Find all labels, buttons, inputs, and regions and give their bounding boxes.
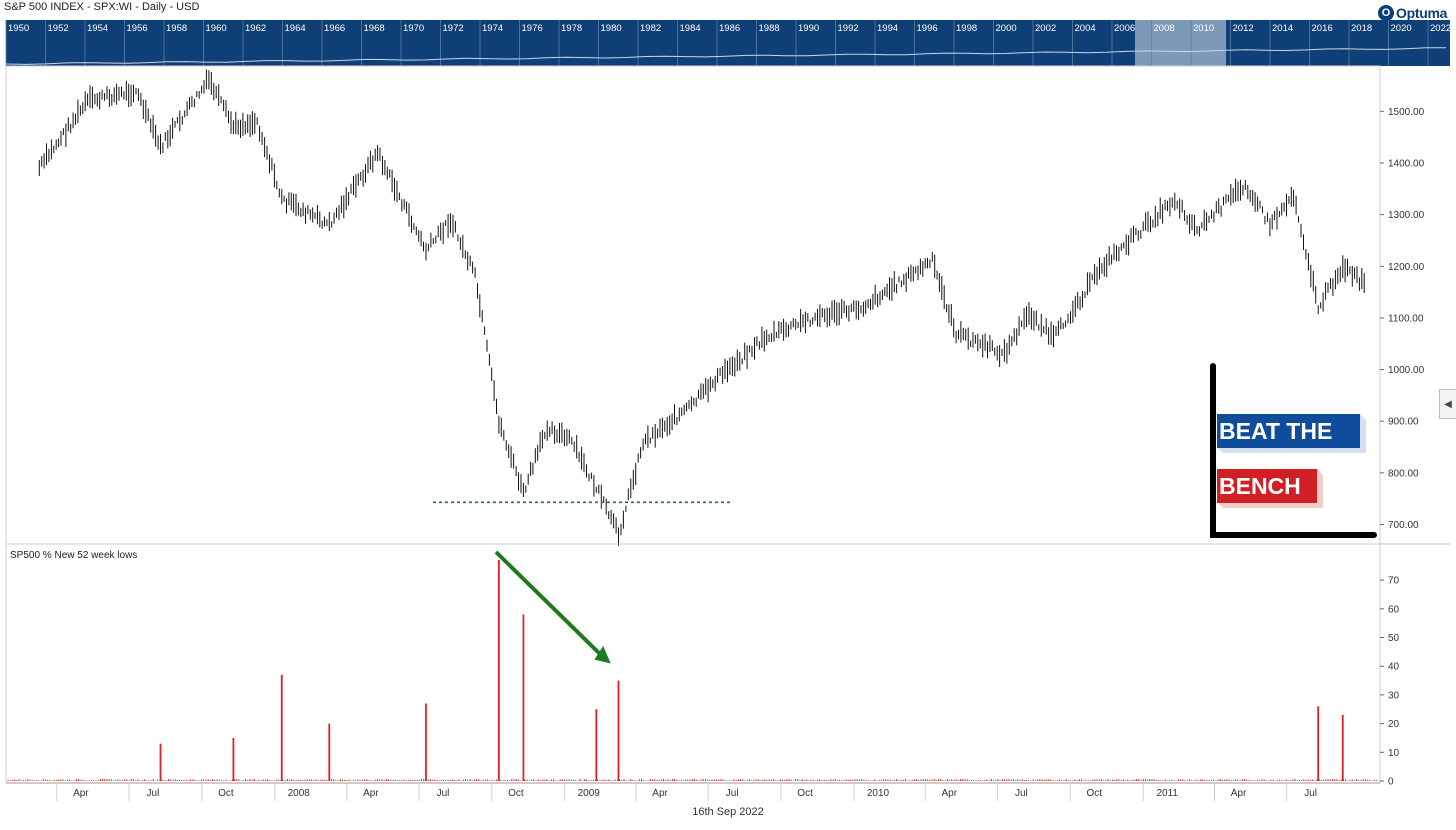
price-tick-label: 900.00 [1388,417,1419,428]
navigator-history-line [5,47,1446,65]
x-axis-label: Apr [363,788,379,799]
new-lows-pane: 0 10 20 30 40 50 60 70 SP500 % New 52 week lows [5,543,1400,788]
price-frame [5,65,1381,545]
annotation-layer: BEAT THE BENCH [433,363,1377,664]
x-axis-label: Jul [437,788,450,799]
x-axis-label: Oct [218,788,234,799]
navigator-year-label: 2008 [1154,23,1175,34]
navigator-year-label: 1982 [640,23,661,34]
navigator-year-label: 2012 [1233,23,1254,34]
trend-arrow-head-icon [594,645,611,664]
logo-line-1: BEAT THE [1219,418,1332,444]
x-axis-label: 2009 [578,788,601,799]
navigator-year-label: 2006 [1114,23,1135,34]
price-tick-label: 1300.00 [1388,210,1425,221]
chart-title: S&P 500 INDEX - SPX:WI - Daily - USD [4,1,200,13]
x-axis-label: Oct [508,788,524,799]
navigator-year-label: 1980 [601,23,622,34]
x-axis-label: Apr [942,788,958,799]
x-axis-label: Oct [797,788,813,799]
x-axis-label: Oct [1087,788,1103,799]
navigator-year-label: 1988 [759,23,780,34]
navigator-year-label: 1978 [561,23,582,34]
lows-tick-label: 40 [1388,662,1400,673]
x-axis-label: Jul [147,788,160,799]
navigator-year-label: 1956 [127,23,148,34]
navigator-year-label: 1994 [877,23,898,34]
lows-tick-label: 70 [1388,576,1400,587]
navigator-year-label: 2002 [1035,23,1056,34]
price-tick-label: 700.00 [1388,520,1419,531]
footer-date: 16th Sep 2022 [692,806,764,818]
navigator-year-label: 2004 [1075,23,1096,34]
navigator-year-label: 2000 [996,23,1017,34]
logo-text: Optuma [1396,5,1448,21]
price-tick-label: 1100.00 [1388,313,1424,324]
x-axis-label: 2008 [288,788,311,799]
navigator-year-label: 2020 [1391,23,1412,34]
price-tick-label: 1500.00 [1388,107,1425,118]
navigator-year-label: 1958 [166,23,187,34]
chevron-left-icon: ◀ [1444,398,1452,410]
optuma-logo: O Optuma [1378,3,1447,23]
navigator-year-label: 1964 [285,23,306,34]
lows-title: SP500 % New 52 week lows [10,550,137,561]
time-axis: Apr Jul Oct 2008 Apr Jul Oct 2009 Apr Jul Oct 2010 A… [6,782,1380,801]
logo-red-block [1217,469,1317,503]
logo-mark-icon: O [1378,5,1394,21]
navigator-year-label: 2014 [1272,23,1293,34]
navigator-year-label: 1990 [798,23,819,34]
lows-frame [5,543,1381,784]
navigator-year-label: 1968 [364,23,385,34]
navigator-year-label: 1986 [719,23,740,34]
navigator-year-label: 1960 [206,23,227,34]
x-axis-label: Jul [1015,788,1028,799]
navigator-year-label: 1954 [87,23,108,34]
navigator-year-label: 1962 [245,23,266,34]
beat-the-bench-logo: BEAT THE BENCH [1210,363,1377,538]
navigator-year-label: 2018 [1351,23,1372,34]
navigator-year-label: 1984 [680,23,701,34]
price-tick-label: 800.00 [1388,468,1419,479]
navigator-year-label: 1972 [443,23,464,34]
price-tick-label: 1000.00 [1388,365,1425,376]
navigator-year-label: 1974 [482,23,503,34]
x-axis-label: Apr [1231,788,1247,799]
navigator-year-label: 1996 [917,23,938,34]
navigator-year-label: 1992 [838,23,859,34]
lows-tick-label: 30 [1388,690,1400,701]
logo-corner-bracket [1210,363,1377,538]
collapse-panel-tab[interactable]: ◀ [1439,389,1456,419]
timeline-navigator[interactable]: 1950 1952 1954 1956 1958 1960 1962 1964 1966 1968… [5,20,1451,66]
lows-tick-label: 20 [1388,719,1400,730]
lows-tick-label: 0 [1388,777,1394,788]
x-axis-label: 2010 [867,788,890,799]
x-axis-label: 2011 [1156,788,1178,799]
navigator-year-label: 1966 [324,23,345,34]
x-axis-label: Apr [73,788,89,799]
price-tick-label: 1200.00 [1388,262,1425,273]
logo-line-2: BENCH [1219,473,1301,499]
navigator-year-label: 1970 [403,23,424,34]
x-axis-label: Apr [652,788,668,799]
lows-tick-label: 50 [1388,633,1400,644]
lows-tick-label: 60 [1388,604,1400,615]
x-axis-label: Jul [1304,788,1317,799]
navigator-year-label: 1976 [522,23,543,34]
navigator-year-label: 2016 [1312,23,1333,34]
x-axis-label: Jul [726,788,739,799]
navigator-year-label: 1998 [956,23,977,34]
lows-tick-label: 10 [1388,748,1400,759]
navigator-year-label: 2010 [1193,23,1214,34]
logo-blue-block [1217,414,1360,448]
price-tick-label: 1400.00 [1388,158,1425,169]
navigator-year-label: 2022 [1430,23,1451,34]
trend-arrow-shaft [494,550,602,656]
navigator-year-label: 1952 [48,23,69,34]
navigator-selection[interactable] [1135,20,1226,66]
navigator-year-label: 1950 [8,23,29,34]
